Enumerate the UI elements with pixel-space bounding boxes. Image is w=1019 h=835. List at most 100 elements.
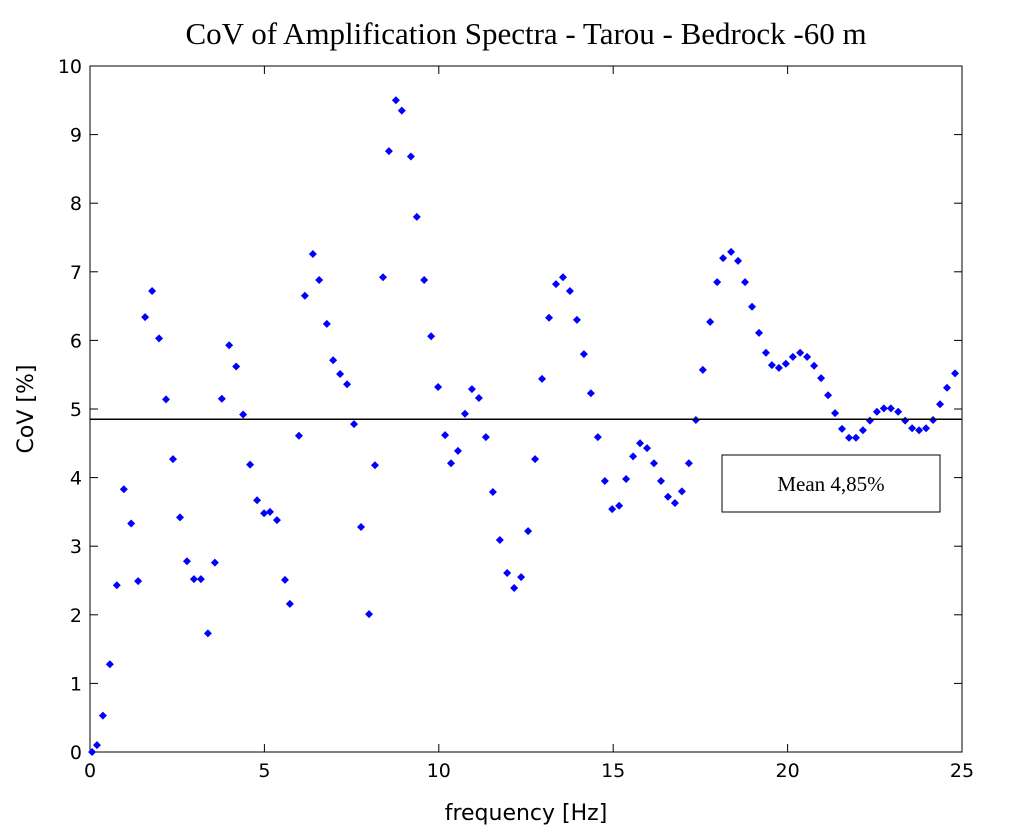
data-point <box>98 711 107 720</box>
data-point <box>378 273 387 282</box>
y-tick-label: 6 <box>70 330 82 352</box>
data-point <box>503 568 512 577</box>
data-point <box>719 254 728 263</box>
data-point <box>239 410 248 419</box>
data-point <box>774 363 783 372</box>
data-point <box>698 365 707 374</box>
data-point <box>908 424 917 433</box>
data-point <box>481 433 490 442</box>
data-point <box>336 370 345 379</box>
data-point <box>943 383 952 392</box>
data-point <box>329 356 338 365</box>
data-point <box>343 380 352 389</box>
data-point <box>531 455 540 464</box>
data-point <box>810 361 819 370</box>
data-point <box>260 509 269 518</box>
y-tick-label: 7 <box>70 262 82 284</box>
y-tick-label: 9 <box>70 125 82 147</box>
data-point <box>495 536 504 545</box>
data-point <box>684 459 693 468</box>
data-point <box>796 348 805 357</box>
data-point <box>169 455 178 464</box>
data-point <box>300 291 309 300</box>
data-point <box>615 501 624 510</box>
data-point <box>406 152 415 161</box>
y-tick-label: 5 <box>70 399 82 421</box>
data-point <box>831 409 840 418</box>
data-point <box>412 212 421 221</box>
data-point <box>253 496 262 505</box>
data-point <box>391 96 400 105</box>
data-point <box>879 404 888 413</box>
data-point <box>441 431 450 440</box>
data-point <box>148 287 157 296</box>
data-point <box>524 527 533 536</box>
data-point <box>453 446 462 455</box>
data-point <box>350 420 359 429</box>
data-point <box>844 433 853 442</box>
data-point <box>734 256 743 265</box>
data-point <box>232 362 241 371</box>
y-tick-label: 3 <box>70 536 82 558</box>
data-point <box>357 522 366 531</box>
data-point <box>803 352 812 361</box>
data-point <box>865 416 874 425</box>
data-point <box>886 404 895 413</box>
data-point <box>517 573 526 582</box>
data-point <box>788 352 797 361</box>
data-point <box>105 660 114 669</box>
x-tick-label: 20 <box>776 760 800 782</box>
data-point <box>210 558 219 567</box>
annotation-box <box>721 454 941 513</box>
data-point <box>706 317 715 326</box>
data-point <box>754 328 763 337</box>
data-point <box>677 487 686 496</box>
data-point <box>565 287 574 296</box>
y-tick-label: 8 <box>70 193 82 215</box>
data-point <box>272 516 281 525</box>
data-point <box>538 374 547 383</box>
data-point <box>217 394 226 403</box>
data-point <box>384 147 393 156</box>
data-point <box>370 461 379 470</box>
y-tick-label: 10 <box>58 56 82 78</box>
annotation: Mean 4,85% <box>777 472 884 496</box>
data-point <box>622 474 631 483</box>
data-point <box>767 361 776 370</box>
data-point <box>427 332 436 341</box>
data-point <box>474 394 483 403</box>
data-point <box>434 383 443 392</box>
y-tick-label: 1 <box>70 673 82 695</box>
data-point <box>872 407 881 416</box>
data-point <box>858 426 867 435</box>
data-point <box>636 439 645 448</box>
chart-title: CoV of Amplification Spectra - Tarou - B… <box>185 16 866 51</box>
data-point <box>127 519 136 528</box>
data-point <box>294 431 303 440</box>
data-point <box>608 505 617 514</box>
data-point <box>824 391 833 400</box>
data-point <box>579 350 588 359</box>
data-point <box>656 477 665 486</box>
data-point <box>761 348 770 357</box>
data-point <box>460 409 469 418</box>
x-axis-label: frequency [Hz] <box>445 801 608 826</box>
data-point <box>488 488 497 497</box>
x-tick-label: 0 <box>84 760 96 782</box>
data-point <box>92 741 101 750</box>
data-point <box>189 575 198 584</box>
x-tick-label: 5 <box>258 760 270 782</box>
data-point <box>781 359 790 368</box>
data-point <box>713 278 722 287</box>
data-point <box>246 460 255 469</box>
x-tick-label: 15 <box>601 760 625 782</box>
data-point <box>308 249 317 258</box>
data-point <box>225 341 234 350</box>
data-point <box>593 433 602 442</box>
data-point <box>510 584 519 593</box>
data-point <box>650 459 659 468</box>
data-point <box>397 106 406 115</box>
y-tick-label: 4 <box>70 468 82 490</box>
data-point <box>134 577 143 586</box>
